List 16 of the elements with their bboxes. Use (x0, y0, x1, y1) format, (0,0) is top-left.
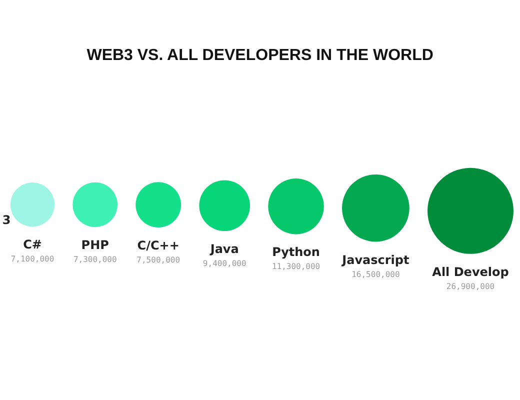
data-label: 7,100,000 (10, 254, 54, 264)
data-label: 16,500,000 (352, 270, 400, 279)
text: WEB3 VS. ALL DEVELOPERS IN THE WORLD (86, 47, 434, 64)
category-label: Java (209, 242, 239, 256)
category-label: 3 (2, 213, 11, 227)
data-label: 26,900,000 (446, 282, 495, 291)
data-label: 11,300,000 (272, 262, 320, 272)
category-label: C/C++ (137, 238, 180, 253)
data-label: 7,300,000 (73, 255, 117, 264)
data-label: 7,500,000 (136, 256, 180, 265)
category-label: All Develop (432, 264, 510, 279)
category-label: Javascript (341, 252, 410, 267)
category-label: C# (23, 238, 42, 252)
category-label: Python (272, 245, 320, 260)
data-label: 9,400,000 (202, 259, 246, 268)
category-label: PHP (81, 238, 110, 252)
